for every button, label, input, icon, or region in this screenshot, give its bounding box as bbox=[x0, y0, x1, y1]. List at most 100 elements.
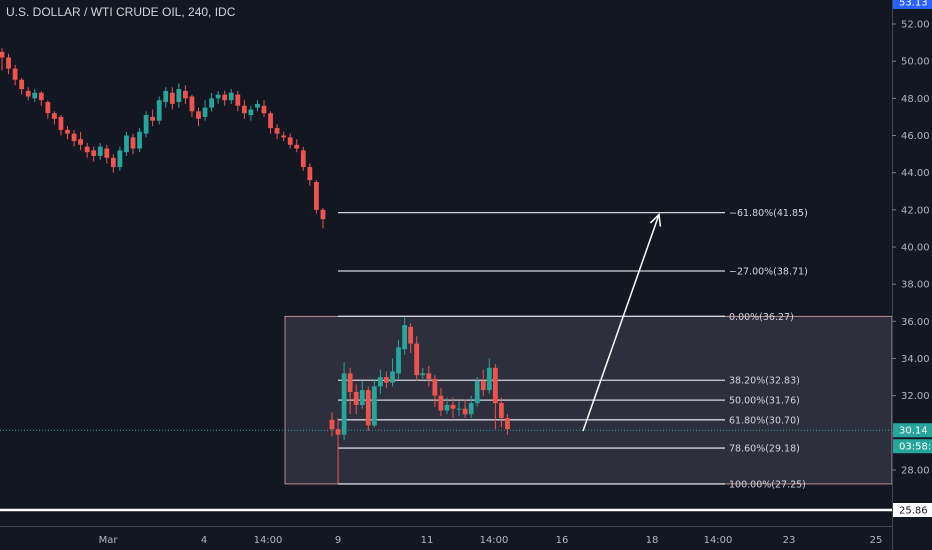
candle-body bbox=[117, 150, 123, 168]
candle[interactable] bbox=[359, 380, 365, 409]
candle[interactable] bbox=[84, 142, 90, 158]
candle[interactable] bbox=[474, 377, 480, 407]
candle[interactable] bbox=[32, 89, 38, 103]
candle[interactable] bbox=[163, 87, 169, 108]
candle-body bbox=[329, 419, 335, 430]
candle[interactable] bbox=[150, 109, 156, 127]
candle[interactable] bbox=[402, 317, 407, 355]
candle-body bbox=[438, 395, 444, 411]
candle[interactable] bbox=[71, 129, 77, 147]
candle[interactable] bbox=[228, 89, 234, 104]
candle[interactable] bbox=[408, 323, 414, 353]
candle-body bbox=[248, 109, 254, 116]
candle[interactable] bbox=[222, 90, 228, 106]
candle[interactable] bbox=[196, 107, 201, 127]
candle[interactable] bbox=[58, 115, 64, 136]
candle[interactable] bbox=[38, 90, 44, 106]
candle[interactable] bbox=[320, 207, 326, 229]
candle[interactable] bbox=[300, 146, 306, 171]
candle[interactable] bbox=[365, 386, 371, 431]
candle[interactable] bbox=[384, 371, 389, 389]
candle[interactable] bbox=[371, 378, 377, 428]
candle[interactable] bbox=[426, 365, 432, 387]
candle[interactable] bbox=[432, 375, 438, 407]
candle[interactable] bbox=[444, 397, 450, 415]
candle[interactable] bbox=[347, 367, 353, 415]
candle[interactable] bbox=[202, 100, 208, 121]
candle[interactable] bbox=[45, 100, 51, 119]
time-tick-label: 4 bbox=[201, 535, 207, 546]
candle[interactable] bbox=[462, 399, 468, 418]
candle[interactable] bbox=[456, 401, 462, 417]
candle[interactable] bbox=[12, 64, 18, 86]
candle[interactable] bbox=[378, 369, 383, 394]
candle[interactable] bbox=[137, 128, 142, 153]
candle[interactable] bbox=[396, 339, 401, 379]
candle[interactable] bbox=[274, 124, 280, 140]
candle[interactable] bbox=[420, 367, 426, 379]
candle[interactable] bbox=[19, 77, 25, 95]
candle-body bbox=[6, 57, 11, 69]
candle[interactable] bbox=[110, 154, 116, 173]
projection-arrow-line[interactable] bbox=[582, 214, 660, 432]
chart-title: U.S. DOLLAR / WTI CRUDE OIL, 240, IDC bbox=[6, 5, 236, 19]
candle[interactable] bbox=[65, 126, 70, 140]
candle[interactable] bbox=[261, 100, 267, 117]
candle[interactable] bbox=[130, 133, 136, 155]
candle[interactable] bbox=[353, 384, 359, 415]
candle[interactable] bbox=[189, 94, 195, 117]
candle[interactable] bbox=[97, 142, 103, 160]
candle[interactable] bbox=[6, 53, 11, 75]
candle[interactable] bbox=[294, 139, 300, 153]
candle-body bbox=[468, 403, 474, 415]
candle[interactable] bbox=[25, 87, 31, 101]
candle[interactable] bbox=[117, 146, 123, 171]
candle[interactable] bbox=[341, 362, 347, 441]
candle[interactable] bbox=[156, 96, 162, 125]
candle-body bbox=[0, 51, 5, 58]
candle[interactable] bbox=[480, 369, 486, 396]
candle[interactable] bbox=[314, 180, 319, 214]
time-tick-label: 14:00 bbox=[254, 535, 283, 546]
time-tick-label: 16 bbox=[556, 535, 569, 546]
candle[interactable] bbox=[91, 146, 97, 162]
candle[interactable] bbox=[124, 131, 129, 156]
candle[interactable] bbox=[78, 131, 83, 151]
candle[interactable] bbox=[209, 92, 214, 112]
candle[interactable] bbox=[468, 395, 474, 418]
candle[interactable] bbox=[329, 412, 335, 437]
candle-body bbox=[402, 325, 407, 350]
candle[interactable] bbox=[505, 414, 510, 435]
price-badge-label: 03:58:2 bbox=[899, 442, 932, 453]
candle[interactable] bbox=[307, 163, 313, 186]
candle[interactable] bbox=[241, 100, 247, 119]
fib-level-label: 100.00%(27.25) bbox=[729, 479, 806, 490]
candle[interactable] bbox=[176, 83, 182, 108]
candle[interactable] bbox=[414, 336, 420, 381]
candle[interactable] bbox=[248, 105, 254, 121]
candle[interactable] bbox=[183, 85, 188, 104]
candle[interactable] bbox=[281, 131, 287, 142]
candle[interactable] bbox=[287, 133, 293, 149]
candle[interactable] bbox=[215, 90, 221, 104]
candle[interactable] bbox=[255, 100, 260, 112]
candle[interactable] bbox=[52, 111, 57, 125]
candle[interactable] bbox=[104, 144, 110, 164]
candle[interactable] bbox=[143, 111, 149, 138]
candle[interactable] bbox=[169, 87, 175, 110]
time-tick-label: 9 bbox=[335, 535, 341, 546]
candle[interactable] bbox=[335, 417, 341, 484]
candle[interactable] bbox=[450, 397, 456, 418]
price-tick-label: 52.00 bbox=[901, 20, 930, 31]
candle[interactable] bbox=[486, 358, 492, 394]
candle[interactable] bbox=[390, 358, 395, 387]
candle[interactable] bbox=[438, 388, 444, 417]
candle[interactable] bbox=[235, 90, 241, 112]
candle[interactable] bbox=[268, 111, 273, 134]
candle[interactable] bbox=[492, 364, 498, 430]
candle-body bbox=[110, 157, 116, 168]
candle[interactable] bbox=[0, 48, 5, 71]
candle[interactable] bbox=[499, 397, 504, 428]
candle-body bbox=[450, 404, 456, 409]
